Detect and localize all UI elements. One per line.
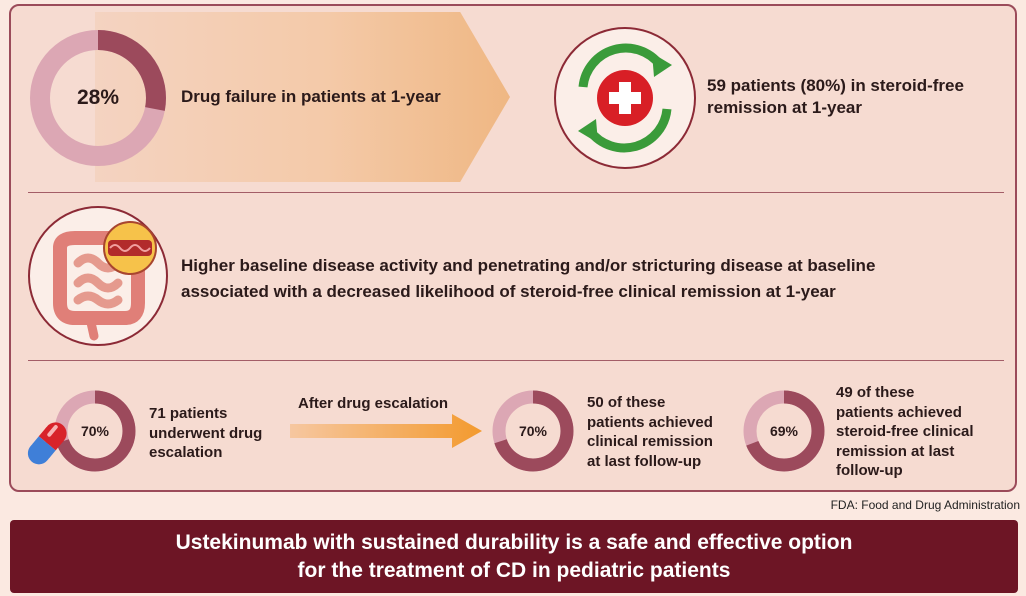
steroid-free-remission-percent: 69% xyxy=(769,423,799,439)
divider-2 xyxy=(28,360,1004,361)
remission-icon-circle xyxy=(554,27,696,169)
refresh-cycle-icon xyxy=(578,43,672,153)
clinical-remission-text: 50 of these patients achieved clinical r… xyxy=(587,394,713,470)
intestine-icon xyxy=(53,221,157,341)
conclusion-line-2: for the treatment of CD in pediatric pat… xyxy=(297,558,731,582)
steroid-free-remission-text: 49 of these patients achieved steroid-fr… xyxy=(836,384,974,479)
drug-failure-percent: 28% xyxy=(76,86,120,109)
steroid-free-remission-donut: 69% xyxy=(742,389,826,473)
intestine-icon-circle xyxy=(28,206,168,346)
drug-failure-donut: 28% xyxy=(28,28,168,168)
footnote: FDA: Food and Drug Administration xyxy=(830,498,1020,512)
donut-fill-arc xyxy=(743,390,825,472)
clinical-remission-percent: 70% xyxy=(518,423,548,439)
after-escalation-label: After drug escalation xyxy=(298,395,449,412)
donut-fill-arc xyxy=(30,30,166,166)
remission-text: 59 patients (80%) in steroid-free remiss… xyxy=(707,76,964,118)
escalation-percent: 70% xyxy=(80,423,110,439)
escalation-text: 71 patients underwent drug escalation xyxy=(149,405,263,461)
conclusion-line-1: Ustekinumab with sustained durability is… xyxy=(175,531,853,555)
escalation-arrow xyxy=(290,414,482,448)
divider-1 xyxy=(28,192,1004,193)
donut-fill-arc xyxy=(54,390,136,472)
clinical-remission-donut: 70% xyxy=(491,389,575,473)
drug-failure-text: Drug failure in patients at 1-year xyxy=(181,87,441,106)
conclusion-banner: Ustekinumab with sustained durability is… xyxy=(10,520,1018,593)
donut-fill-arc xyxy=(492,390,574,472)
capsule-pill-icon xyxy=(27,422,67,465)
baseline-association-text: Higher baseline disease activity and pen… xyxy=(181,256,876,301)
